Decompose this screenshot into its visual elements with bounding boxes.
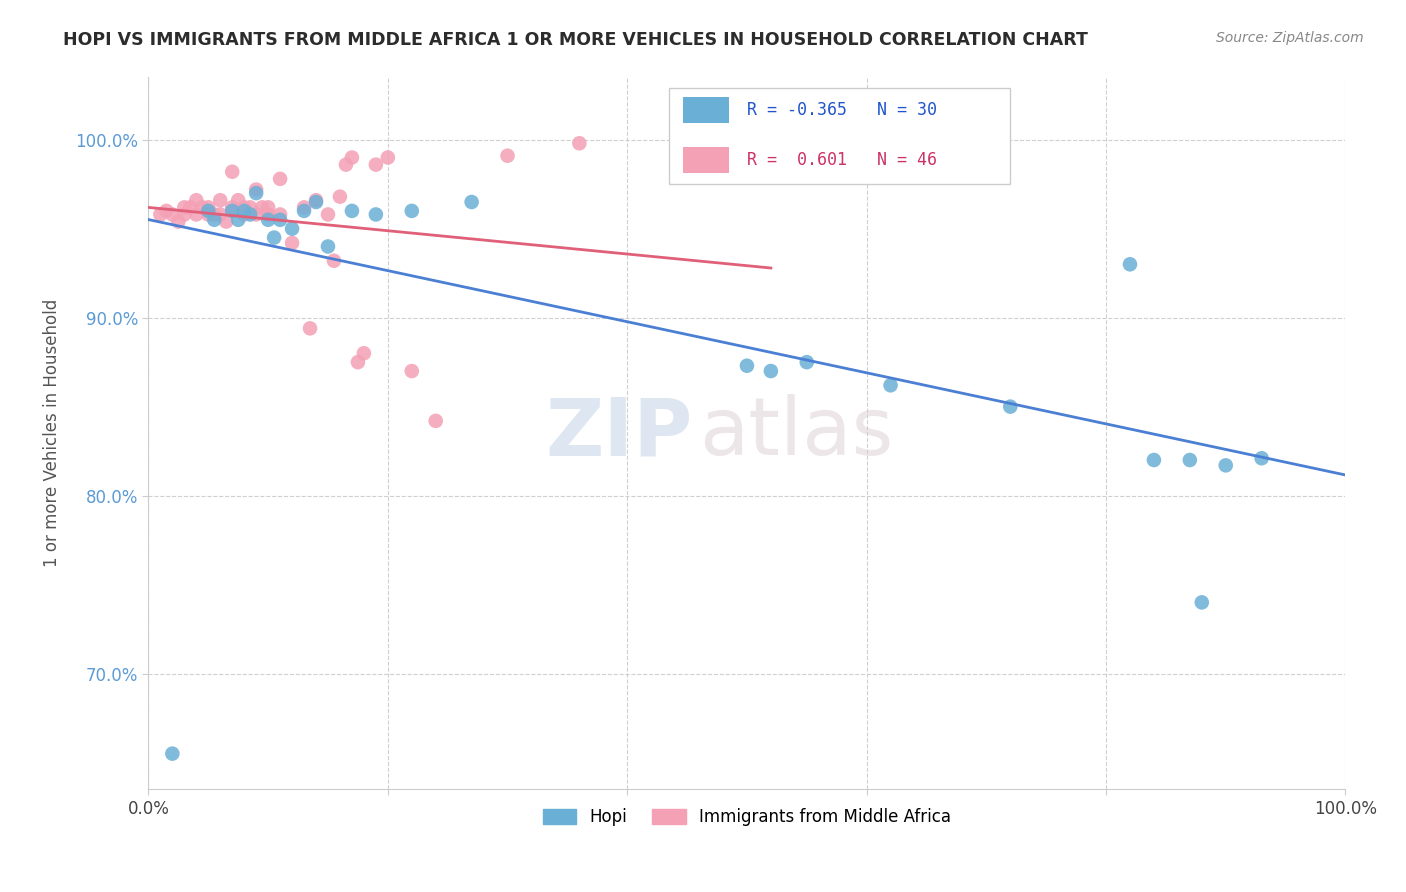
- Bar: [683, 96, 728, 123]
- Point: [162, 747, 184, 761]
- Point: [292, 203, 315, 218]
- Point: [1143, 453, 1166, 467]
- Point: [316, 239, 339, 253]
- Point: [335, 158, 357, 172]
- Point: [340, 151, 363, 165]
- Point: [233, 207, 256, 221]
- Point: [202, 212, 225, 227]
- Point: [401, 203, 423, 218]
- Point: [1119, 257, 1142, 271]
- Point: [179, 200, 201, 214]
- Point: [245, 186, 267, 200]
- Point: [496, 149, 519, 163]
- Point: [197, 207, 219, 221]
- Point: [239, 200, 262, 214]
- Point: [173, 207, 195, 221]
- Y-axis label: 1 or more Vehicles in Household: 1 or more Vehicles in Household: [44, 299, 60, 567]
- Point: [568, 136, 591, 151]
- Point: [281, 235, 304, 250]
- Point: [197, 203, 219, 218]
- Text: HOPI VS IMMIGRANTS FROM MIDDLE AFRICA 1 OR MORE VEHICLES IN HOUSEHOLD CORRELATIO: HOPI VS IMMIGRANTS FROM MIDDLE AFRICA 1 …: [63, 31, 1088, 49]
- Point: [233, 200, 256, 214]
- Point: [340, 203, 363, 218]
- Text: atlas: atlas: [699, 394, 893, 473]
- Point: [305, 194, 328, 209]
- Point: [329, 189, 352, 203]
- Point: [269, 212, 291, 227]
- Point: [323, 253, 346, 268]
- Text: ZIP: ZIP: [546, 394, 693, 473]
- Point: [226, 212, 249, 227]
- Point: [735, 359, 758, 373]
- Text: Source: ZipAtlas.com: Source: ZipAtlas.com: [1216, 31, 1364, 45]
- Point: [796, 355, 818, 369]
- Point: [202, 207, 225, 221]
- Point: [1250, 451, 1272, 466]
- Point: [221, 200, 243, 214]
- Point: [191, 200, 214, 214]
- Point: [759, 364, 782, 378]
- Point: [221, 203, 243, 218]
- Point: [209, 193, 232, 207]
- Point: [281, 221, 304, 235]
- Legend: Hopi, Immigrants from Middle Africa: Hopi, Immigrants from Middle Africa: [534, 799, 959, 834]
- Point: [162, 207, 184, 221]
- FancyBboxPatch shape: [669, 88, 1011, 185]
- Point: [209, 207, 232, 221]
- Point: [263, 230, 285, 244]
- Point: [298, 321, 321, 335]
- Point: [155, 203, 177, 218]
- Point: [1000, 400, 1022, 414]
- Point: [186, 207, 208, 221]
- Point: [149, 207, 172, 221]
- Point: [221, 165, 243, 179]
- Point: [257, 207, 280, 221]
- Text: R =  0.601   N = 46: R = 0.601 N = 46: [747, 151, 936, 169]
- Point: [197, 200, 219, 214]
- Text: R = -0.365   N = 30: R = -0.365 N = 30: [747, 101, 936, 119]
- Point: [239, 207, 262, 221]
- Point: [353, 346, 375, 360]
- Point: [186, 193, 208, 207]
- Point: [401, 364, 423, 378]
- Point: [292, 200, 315, 214]
- Point: [377, 151, 399, 165]
- Point: [1178, 453, 1201, 467]
- Point: [257, 200, 280, 214]
- Point: [364, 158, 387, 172]
- Point: [173, 200, 195, 214]
- Point: [269, 172, 291, 186]
- Point: [245, 182, 267, 196]
- Point: [257, 212, 280, 227]
- Bar: [683, 147, 728, 173]
- Point: [245, 207, 267, 221]
- Point: [305, 193, 328, 207]
- Point: [269, 207, 291, 221]
- Point: [347, 355, 370, 369]
- Point: [215, 214, 238, 228]
- Point: [364, 207, 387, 221]
- Point: [250, 200, 273, 214]
- Point: [1215, 458, 1237, 473]
- Point: [1191, 595, 1213, 609]
- Point: [460, 194, 482, 209]
- Point: [425, 414, 447, 428]
- Point: [879, 378, 901, 392]
- Point: [316, 207, 339, 221]
- Point: [233, 203, 256, 218]
- Point: [167, 214, 190, 228]
- Point: [226, 193, 249, 207]
